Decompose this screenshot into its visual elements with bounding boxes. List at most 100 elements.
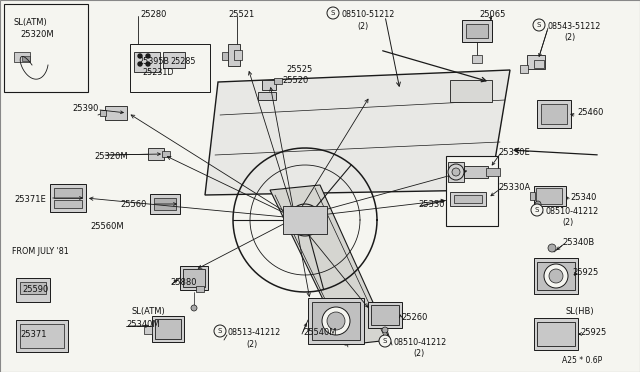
Text: 25560M: 25560M (90, 222, 124, 231)
Bar (537, 262, 575, 290)
Bar (371, 305, 399, 325)
Bar (154, 198, 176, 210)
Text: 25525: 25525 (286, 65, 312, 74)
Text: 25925: 25925 (580, 328, 606, 337)
Text: 08510-41212: 08510-41212 (545, 207, 598, 216)
Circle shape (322, 307, 350, 335)
Text: 25590: 25590 (22, 285, 48, 294)
Text: SL(ATM): SL(ATM) (132, 307, 166, 316)
Circle shape (379, 335, 391, 347)
Bar (534, 60, 544, 68)
Bar (486, 168, 500, 176)
Bar (50, 184, 86, 212)
Bar (14, 52, 30, 62)
Circle shape (531, 204, 543, 216)
Bar (130, 44, 210, 92)
Text: 25371E: 25371E (14, 195, 45, 204)
Text: S: S (383, 338, 387, 344)
Bar (20, 324, 64, 348)
Bar (448, 162, 464, 182)
Text: 25320M: 25320M (94, 152, 127, 161)
Text: 25521: 25521 (228, 10, 254, 19)
Circle shape (146, 54, 150, 58)
Text: 08513-41212: 08513-41212 (228, 328, 281, 337)
Bar (196, 286, 204, 292)
Text: 25880: 25880 (170, 278, 196, 287)
Bar (16, 278, 50, 302)
Bar (162, 151, 170, 157)
Bar (520, 65, 528, 73)
Text: (2): (2) (413, 349, 424, 358)
Bar (180, 266, 208, 290)
Bar (274, 78, 282, 84)
Bar (54, 200, 82, 208)
Bar (4, 4, 88, 92)
Bar (16, 320, 68, 352)
Circle shape (452, 168, 460, 176)
Bar (534, 318, 578, 350)
Text: SL(HB): SL(HB) (565, 307, 594, 316)
Text: 25330A: 25330A (498, 183, 531, 192)
Circle shape (448, 164, 464, 180)
Circle shape (382, 327, 388, 333)
Polygon shape (205, 70, 510, 195)
Bar (222, 52, 228, 60)
Bar (144, 326, 152, 334)
Text: 25340: 25340 (570, 193, 596, 202)
Bar (536, 188, 562, 204)
Text: 25260: 25260 (401, 313, 428, 322)
Bar (163, 52, 185, 68)
Text: 25280: 25280 (140, 10, 166, 19)
Text: 25330E: 25330E (498, 148, 530, 157)
Bar (228, 44, 240, 66)
Text: 25371: 25371 (20, 330, 47, 339)
Text: 25460: 25460 (577, 108, 604, 117)
Bar (534, 258, 578, 294)
Text: 25330: 25330 (418, 200, 445, 209)
Bar (183, 269, 205, 287)
Text: 25231D: 25231D (142, 68, 173, 77)
Text: 08510-41212: 08510-41212 (393, 338, 446, 347)
Bar (308, 298, 364, 344)
Bar (446, 156, 498, 226)
Text: FROM JULY '81: FROM JULY '81 (12, 247, 68, 256)
Bar (262, 80, 276, 90)
Bar (368, 302, 402, 328)
Circle shape (146, 62, 150, 66)
Bar (537, 100, 571, 128)
Text: 08510-51212: 08510-51212 (342, 10, 396, 19)
Text: (2): (2) (357, 22, 368, 31)
Text: (2): (2) (564, 33, 575, 42)
Circle shape (138, 62, 142, 66)
Text: 25390: 25390 (72, 104, 99, 113)
Bar (537, 322, 575, 346)
Bar (454, 195, 482, 203)
Circle shape (548, 244, 556, 252)
Bar (134, 52, 160, 72)
Bar (312, 302, 360, 340)
Circle shape (214, 325, 226, 337)
Bar (527, 55, 545, 69)
Bar (283, 206, 327, 234)
Text: S: S (535, 207, 539, 213)
Bar (534, 186, 566, 206)
Bar (152, 316, 184, 342)
Bar (472, 55, 482, 63)
Bar (541, 104, 567, 124)
Bar (530, 192, 535, 200)
Text: 25520: 25520 (282, 76, 308, 85)
Bar (54, 188, 82, 198)
Text: 25540M: 25540M (303, 328, 337, 337)
Bar (148, 148, 164, 160)
Bar (100, 110, 106, 116)
Text: S: S (218, 328, 222, 334)
Text: 25065: 25065 (479, 10, 506, 19)
Text: 25285: 25285 (170, 57, 195, 66)
Bar (234, 50, 242, 60)
Bar (464, 166, 488, 178)
Bar (466, 24, 488, 38)
Bar (258, 92, 276, 100)
Text: 25925: 25925 (572, 268, 598, 277)
Text: S: S (331, 10, 335, 16)
Text: 25560: 25560 (120, 200, 147, 209)
